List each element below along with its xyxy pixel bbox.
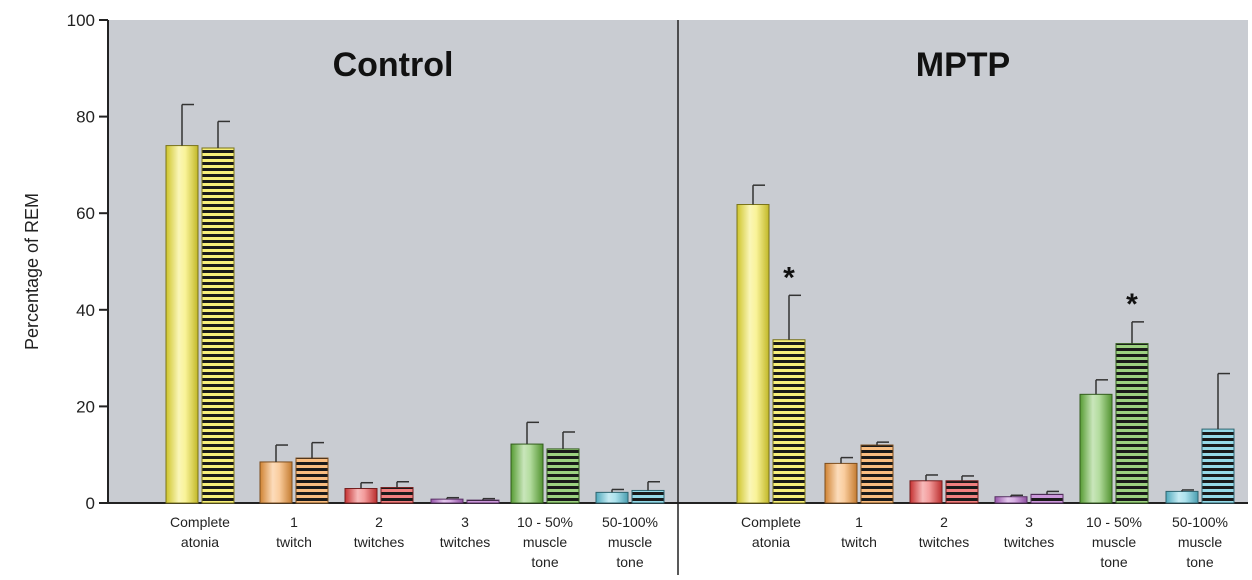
bar-solid	[1165, 490, 1199, 504]
panel-title: MPTP	[916, 46, 1010, 84]
bar-striped	[945, 480, 979, 504]
bar-striped	[1115, 343, 1149, 504]
bar-solid	[259, 461, 293, 504]
bar-solid	[909, 480, 943, 504]
bar-striped	[772, 339, 806, 504]
category-label: 1 twitch	[841, 514, 877, 550]
bar-striped	[201, 147, 235, 504]
bar-solid	[165, 145, 199, 504]
bar-solid	[824, 462, 858, 504]
category-label: 3 twitches	[440, 514, 491, 550]
y-tick-label: 0	[86, 494, 95, 513]
bar-striped	[631, 489, 665, 504]
bar-striped	[546, 448, 580, 504]
panel-title: Control	[333, 46, 454, 84]
category-label: 2 twitches	[919, 514, 970, 550]
bar-striped	[1201, 428, 1235, 504]
y-tick-label: 100	[67, 11, 95, 30]
bar-solid	[344, 488, 378, 504]
bar-striped	[380, 487, 414, 504]
category-label: 2 twitches	[354, 514, 405, 550]
y-tick-label: 20	[76, 397, 95, 416]
y-tick-label: 60	[76, 204, 95, 223]
bar-solid	[510, 443, 544, 504]
bar-solid	[430, 498, 464, 504]
category-label: 10 - 50% muscle tone	[517, 514, 573, 570]
bar-solid	[994, 496, 1028, 504]
bar-striped	[466, 499, 500, 504]
category-label: 10 - 50% muscle tone	[1086, 514, 1142, 570]
category-label: Complete atonia	[741, 514, 801, 550]
bar-solid	[736, 204, 770, 504]
category-label: 3 twitches	[1004, 514, 1055, 550]
bar-solid	[1079, 393, 1113, 504]
category-label: Complete atonia	[170, 514, 230, 550]
bar-solid	[595, 491, 629, 504]
significance-marker: *	[783, 261, 795, 294]
y-tick-label: 40	[76, 301, 95, 320]
category-label: 50-100% muscle tone	[602, 514, 658, 570]
y-axis-label: Percentage of REM	[22, 193, 42, 350]
bar-striped	[295, 457, 329, 504]
category-label: 1 twitch	[276, 514, 312, 550]
bar-striped	[1030, 493, 1064, 504]
significance-marker: *	[1126, 288, 1138, 321]
y-tick-label: 80	[76, 108, 95, 127]
category-label: 50-100% muscle tone	[1172, 514, 1228, 570]
bar-striped	[860, 444, 894, 504]
